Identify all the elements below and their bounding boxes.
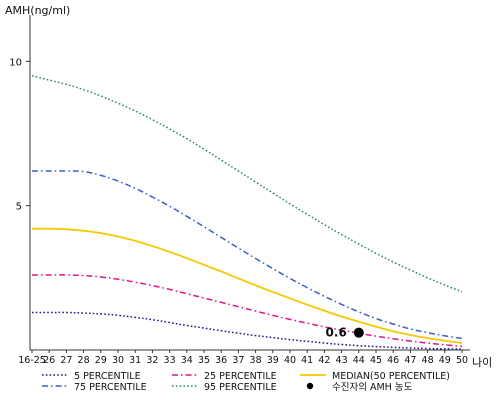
x-tick-label: 50	[456, 355, 468, 366]
series-line-5-percentile	[32, 311, 463, 350]
x-tick-label: 33	[164, 355, 176, 366]
y-ticks: 5 10	[9, 57, 30, 213]
x-tick-label: 30	[112, 355, 124, 366]
x-tick-label: 37	[232, 355, 244, 366]
legend-label: 25 PERCENTILE	[204, 371, 277, 382]
legend: 5 PERCENTILE 25 PERCENTILE MEDIAN(50 PERCE…	[42, 371, 450, 393]
series-line-95-percentile	[31, 75, 463, 293]
x-tick-label: 43	[336, 355, 348, 366]
legend-label: 95 PERCENTILE	[204, 382, 277, 393]
x-tick-label: 32	[146, 355, 158, 366]
y-tick-label: 10	[9, 57, 22, 68]
legend-label: 75 PERCENTILE	[74, 382, 147, 393]
legend-label: 5 PERCENTILE	[74, 371, 141, 382]
x-tick-label: 27	[60, 355, 72, 366]
x-tick-label: 36	[215, 355, 227, 366]
x-tick-label: 42	[318, 355, 330, 366]
patient-value-point	[353, 327, 364, 338]
series-line-75-percentile	[31, 170, 463, 340]
legend-marker-swatch	[306, 382, 314, 390]
x-tick-label: 34	[181, 355, 193, 366]
x-tick-label: 48	[422, 355, 434, 366]
x-tick-label: 46	[387, 355, 399, 366]
axes: AMH(ng/ml) 나이	[5, 4, 492, 369]
x-tick-label: 31	[129, 355, 141, 366]
series-line-25-percentile	[32, 274, 463, 347]
legend-label: 수진자의 AMH 농도	[332, 382, 413, 393]
x-tick-label: 29	[95, 355, 107, 366]
x-tick-label: 47	[404, 355, 416, 366]
x-tick-label: 35	[198, 355, 210, 366]
y-tick-label: 5	[16, 202, 22, 213]
series-lines	[31, 75, 463, 350]
x-axis-label: 나이	[472, 356, 492, 369]
x-tick-label: 38	[250, 355, 262, 366]
x-tick-label: 28	[78, 355, 90, 366]
x-tick-label: 40	[284, 355, 296, 366]
patient-value-label: 0.6	[326, 326, 347, 340]
y-axis-label: AMH(ng/ml)	[5, 4, 70, 17]
series-line-median-50-percentile	[31, 227, 463, 344]
x-tick-label: 39	[267, 355, 279, 366]
x-tick-label: 41	[301, 355, 313, 366]
x-tick-label: 49	[439, 355, 451, 366]
x-tick-label: 44	[353, 355, 365, 366]
legend-label: MEDIAN(50 PERCENTILE)	[332, 371, 450, 382]
x-tick-label: 16-25	[18, 355, 46, 366]
x-tick-label: 45	[370, 355, 382, 366]
x-tick-label: 26	[43, 355, 55, 366]
patient-marker: 0.6	[326, 326, 364, 340]
